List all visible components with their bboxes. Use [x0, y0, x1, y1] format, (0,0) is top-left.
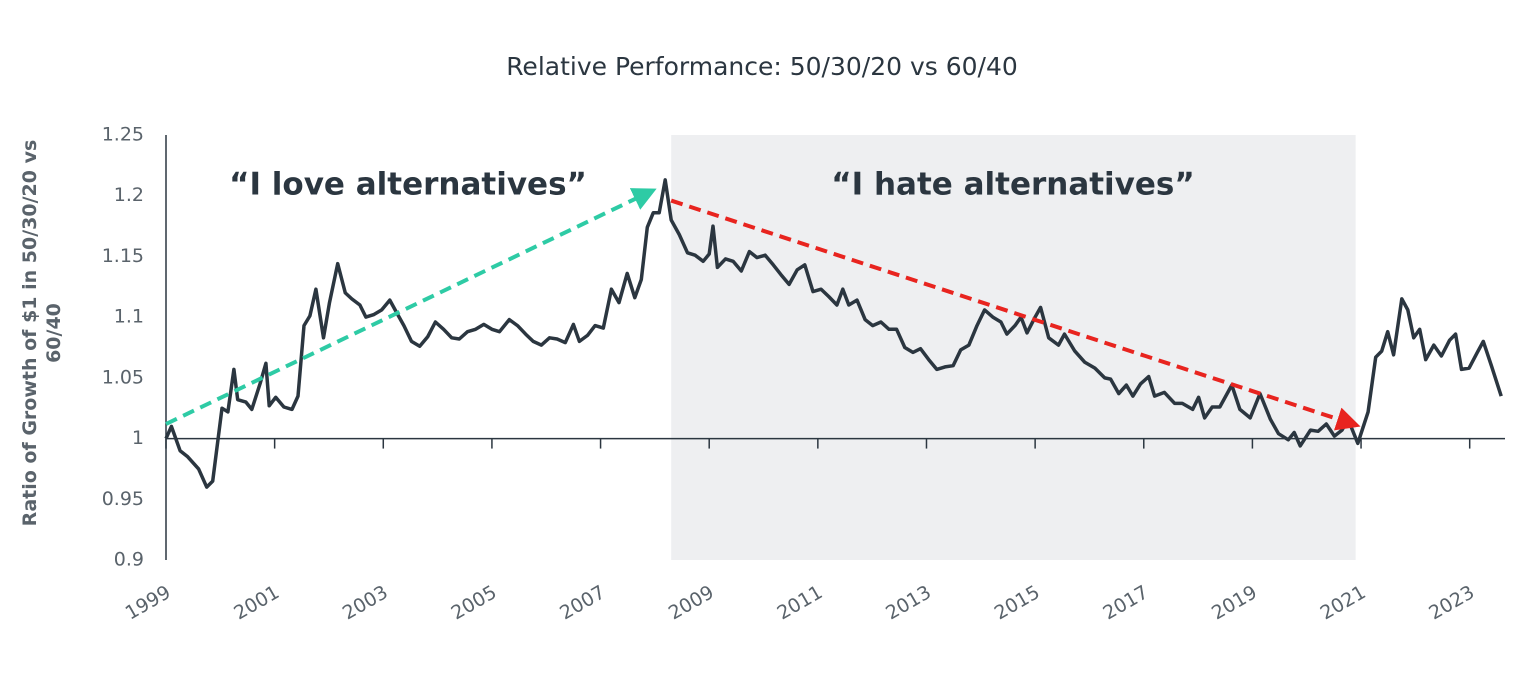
x-tick-label: 2003: [339, 581, 392, 624]
x-tick-label: 2007: [556, 581, 609, 624]
trend-arrow: [165, 188, 657, 426]
y-tick-label: 0.95: [102, 488, 144, 510]
x-tick-label: 2013: [882, 581, 935, 624]
y-tick-label: 0.9: [114, 549, 144, 571]
y-tick-label: 1.15: [102, 245, 144, 267]
trend-arrow: [670, 198, 1361, 431]
y-tick-label: 1.25: [102, 124, 144, 146]
chart-title: Relative Performance: 50/30/20 vs 60/40: [506, 52, 1018, 81]
x-tick-label: 2021: [1317, 581, 1370, 624]
x-tick-label: 2011: [773, 581, 826, 624]
y-axis-label: Ratio of Growth of $1 in 50/30/20 vs 60/…: [19, 139, 65, 527]
x-tick-label: 1999: [122, 581, 175, 624]
x-tick-label: 2019: [1208, 581, 1261, 624]
y-tick-label: 1: [132, 427, 144, 449]
shaded-region: [671, 135, 1356, 560]
x-tick-label: 2001: [230, 581, 283, 624]
x-tick-label: 2023: [1425, 581, 1478, 624]
y-tick-label: 1.2: [114, 184, 144, 206]
x-tick-label: 2017: [1099, 581, 1152, 624]
annotation: “I love alternatives”: [229, 167, 587, 203]
annotation: “I hate alternatives”: [831, 167, 1195, 203]
data-line: [164, 178, 1503, 489]
y-tick-label: 1.1: [114, 306, 144, 328]
y-tick-label: 1.05: [102, 366, 144, 388]
x-tick-label: 2005: [448, 581, 501, 624]
x-tick-label: 2009: [665, 581, 718, 624]
x-tick-label: 2015: [991, 581, 1044, 624]
